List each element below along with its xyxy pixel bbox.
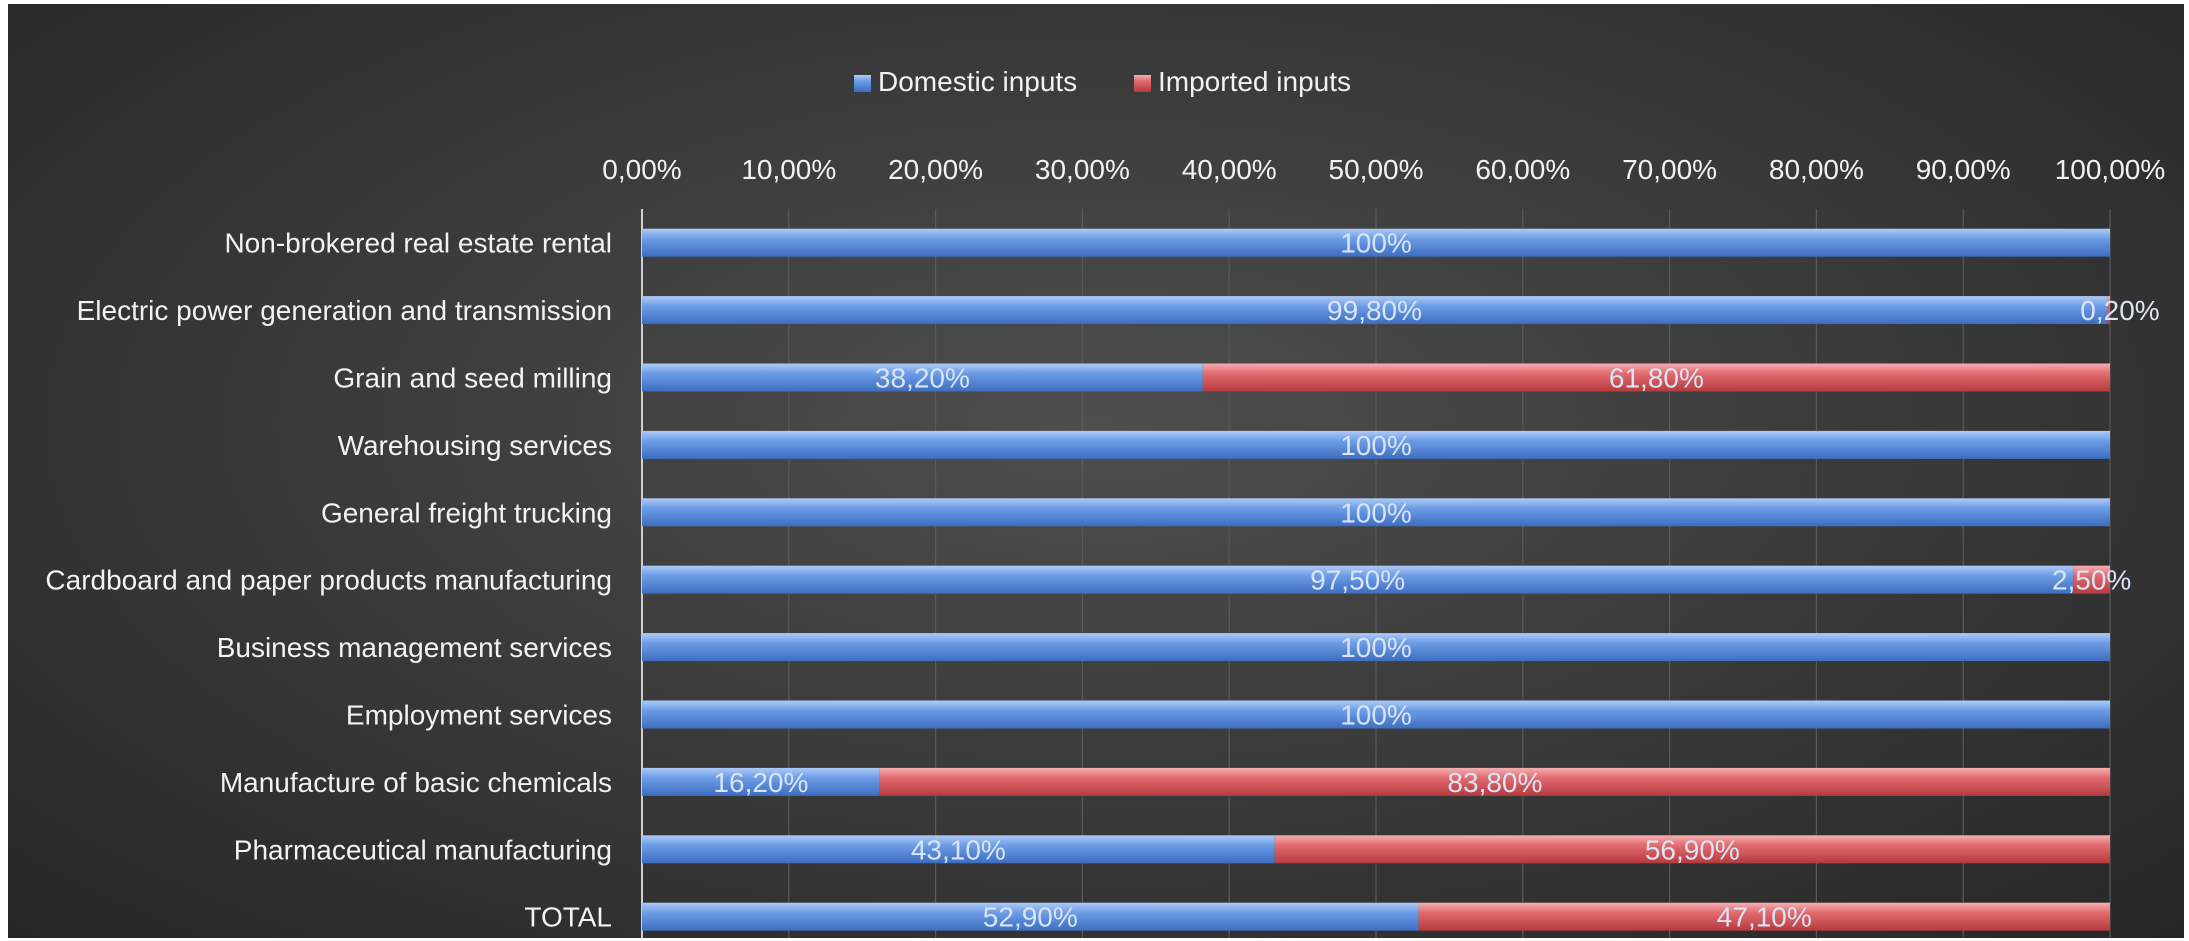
bar-imported — [1418, 902, 2110, 931]
bar-imported — [1202, 363, 2110, 392]
data-label: 52,90% — [983, 902, 1078, 933]
data-label: 99,80% — [1327, 295, 1422, 326]
bar-imported — [879, 767, 2111, 796]
data-label: 2,50% — [2052, 565, 2131, 596]
data-label: 38,20% — [875, 363, 970, 394]
data-label: 0,20% — [2080, 295, 2159, 326]
data-labels: 100% 99,80% 0,20% 38,20% 61,80% 100% 100% 97,50… — [713, 228, 2159, 933]
category-label: General freight trucking — [321, 497, 612, 528]
bar-domestic — [642, 902, 1419, 931]
x-tick-label: 10,00% — [741, 154, 836, 185]
category-label: Pharmaceutical manufacturing — [234, 834, 612, 865]
bar-domestic — [642, 430, 2110, 459]
data-label: 61,80% — [1609, 363, 1704, 394]
data-label: 100% — [1340, 632, 1412, 663]
y-axis-categories: Non-brokered real estate rental Electric … — [45, 228, 612, 933]
stacked-bar-chart: 0,00% 10,00% 20,00% 30,00% 40,00% 50,00% 60,00… — [45, 66, 2165, 938]
data-label: 97,50% — [1310, 565, 1405, 596]
bar-domestic — [642, 835, 1275, 864]
bar-domestic — [642, 767, 880, 796]
x-tick-label: 60,00% — [1475, 154, 1570, 185]
bar-imported — [1274, 835, 2110, 864]
bars — [642, 228, 2111, 931]
category-label: Non-brokered real estate rental — [224, 228, 612, 259]
data-label: 100% — [1340, 700, 1412, 731]
x-axis-ticks: 0,00% 10,00% 20,00% 30,00% 40,00% 50,00% 60,00… — [602, 154, 2165, 185]
x-tick-label: 70,00% — [1622, 154, 1717, 185]
category-label: TOTAL — [524, 902, 612, 933]
x-tick-label: 100,00% — [2055, 154, 2166, 185]
bar-domestic — [642, 565, 2074, 594]
x-tick-label: 80,00% — [1769, 154, 1864, 185]
data-label: 100% — [1340, 497, 1412, 528]
legend: Domestic inputs Imported inputs — [854, 66, 1351, 97]
category-label: Warehousing services — [338, 430, 612, 461]
x-tick-label: 20,00% — [888, 154, 983, 185]
data-label: 100% — [1340, 430, 1412, 461]
category-label: Manufacture of basic chemicals — [220, 767, 612, 798]
category-label: Grain and seed milling — [333, 363, 612, 394]
category-label: Electric power generation and transmissi… — [77, 295, 612, 326]
legend-swatch-imported — [1134, 75, 1151, 92]
bar-domestic — [642, 700, 2110, 729]
data-label: 83,80% — [1447, 767, 1542, 798]
x-tick-label: 0,00% — [602, 154, 681, 185]
bar-imported — [2107, 296, 2110, 325]
bar-domestic — [642, 633, 2110, 662]
legend-swatch-domestic — [854, 75, 871, 92]
bar-domestic — [642, 363, 1203, 392]
category-label: Employment services — [346, 700, 612, 731]
category-label: Cardboard and paper products manufacturi… — [45, 565, 612, 596]
data-label: 100% — [1340, 228, 1412, 259]
bar-imported — [2073, 565, 2110, 594]
category-label: Business management services — [217, 632, 612, 663]
data-label: 16,20% — [713, 767, 808, 798]
legend-label-domestic: Domestic inputs — [878, 66, 1077, 97]
x-tick-label: 50,00% — [1329, 154, 1424, 185]
x-tick-label: 90,00% — [1916, 154, 2011, 185]
data-label: 43,10% — [911, 834, 1006, 865]
data-label: 47,10% — [1717, 902, 1812, 933]
data-label: 56,90% — [1645, 834, 1740, 865]
legend-label-imported: Imported inputs — [1158, 66, 1351, 97]
bar-domestic — [642, 498, 2110, 527]
x-tick-label: 30,00% — [1035, 154, 1130, 185]
x-tick-label: 40,00% — [1182, 154, 1277, 185]
bar-domestic — [642, 296, 2108, 325]
chart-area: 0,00% 10,00% 20,00% 30,00% 40,00% 50,00% 60,00… — [8, 4, 2184, 938]
bar-domestic — [642, 228, 2110, 257]
